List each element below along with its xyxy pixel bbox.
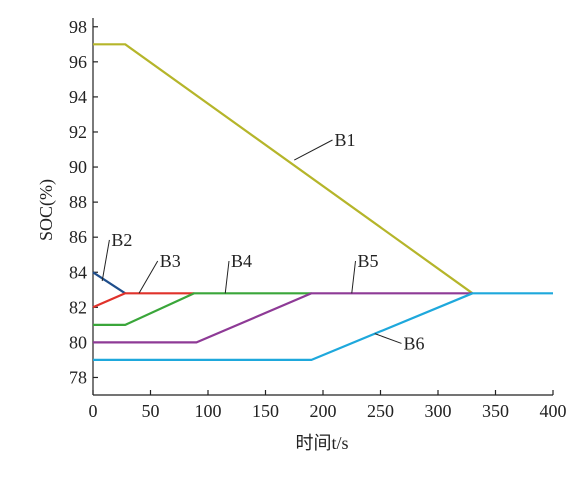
x-tick-label: 200 [310, 401, 337, 421]
x-ticks: 0 50 100 150 200 250 300 350 400 [89, 390, 567, 421]
leader-line-b3 [138, 260, 159, 294]
y-tick-label: 98 [69, 17, 87, 37]
x-tick-label: 300 [425, 401, 452, 421]
leader-line-b4 [224, 260, 230, 294]
y-tick-label: 92 [69, 122, 87, 142]
y-tick-label: 90 [69, 157, 87, 177]
series-line-b6 [93, 292, 553, 361]
x-tick-label: 50 [142, 401, 160, 421]
x-axis-title: 时间t/s [295, 433, 348, 453]
y-tick-label: 84 [69, 262, 87, 282]
x-tick-label: 150 [252, 401, 279, 421]
series-line-b3 [92, 292, 195, 309]
series-line-b4 [93, 292, 312, 326]
y-ticks: 78 80 82 84 86 88 90 92 94 96 98 [69, 17, 98, 387]
y-tick-label: 88 [69, 192, 87, 212]
leader-line-b6 [374, 333, 402, 344]
series-line-b2 [92, 271, 126, 295]
series-label-b4: B4 [231, 251, 252, 271]
x-tick-label: 250 [367, 401, 394, 421]
series-line-b1 [93, 43, 474, 295]
x-tick-label: 0 [89, 401, 98, 421]
y-tick-label: 78 [69, 367, 87, 387]
series-line-b5 [93, 292, 473, 344]
series-label-b2: B2 [111, 230, 132, 250]
series-label-b6: B6 [404, 333, 425, 353]
leader-line-b2 [101, 239, 110, 282]
leader-line-b1 [294, 139, 333, 161]
x-tick-label: 350 [482, 401, 509, 421]
y-tick-label: 86 [69, 227, 87, 247]
y-tick-label: 82 [69, 297, 87, 317]
series-label-b5: B5 [358, 251, 379, 271]
x-tick-label: 400 [540, 401, 567, 421]
leader-line-b5 [351, 260, 356, 294]
x-tick-label: 100 [195, 401, 222, 421]
y-tick-label: 94 [69, 87, 87, 107]
series-label-b1: B1 [335, 130, 356, 150]
axes [92, 18, 553, 396]
y-axis-title: SOC(%) [36, 179, 57, 241]
series-labels: B1 B2 B3 B4 B5 B6 [101, 130, 425, 353]
y-tick-label: 96 [69, 52, 87, 72]
y-tick-label: 80 [69, 332, 87, 352]
series-lines [92, 43, 553, 361]
series-label-b3: B3 [160, 251, 181, 271]
